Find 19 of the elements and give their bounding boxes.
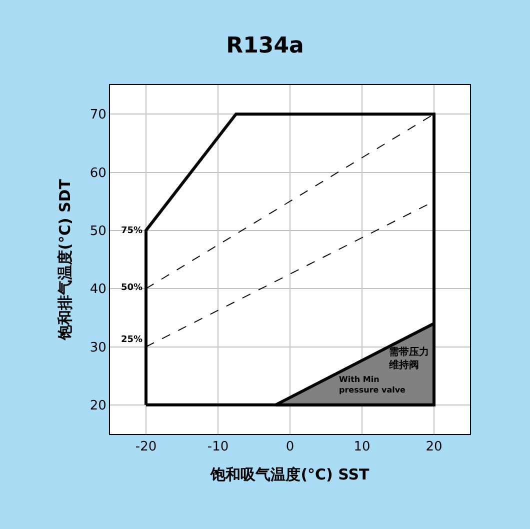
annotation: 25% [121,335,143,345]
x-tick-label: -20 [135,440,157,455]
y-tick-label: 20 [90,398,106,414]
y-tick-label: 30 [90,340,106,356]
annotation: 75% [121,226,143,236]
y-axis-title: 饱和排气温度(°C) SDT [56,178,74,341]
x-tick-label: 0 [286,440,294,455]
y-tick-label: 70 [90,108,106,123]
annotation: 需带压力维持阀 [388,346,429,371]
chart-title: R134a [226,33,304,58]
x-tick-label: 10 [354,440,370,455]
annotation: With Min pressure valve [339,375,406,394]
annotation: 50% [121,283,143,293]
y-tick-label: 50 [90,224,106,239]
y-tick-label: 60 [90,166,106,181]
x-tick-label: 20 [426,440,442,455]
x-tick-label: -10 [207,440,229,455]
y-tick-label: 40 [90,282,106,298]
x-axis-title: 饱和吸气温度(°C) SST [210,466,370,484]
